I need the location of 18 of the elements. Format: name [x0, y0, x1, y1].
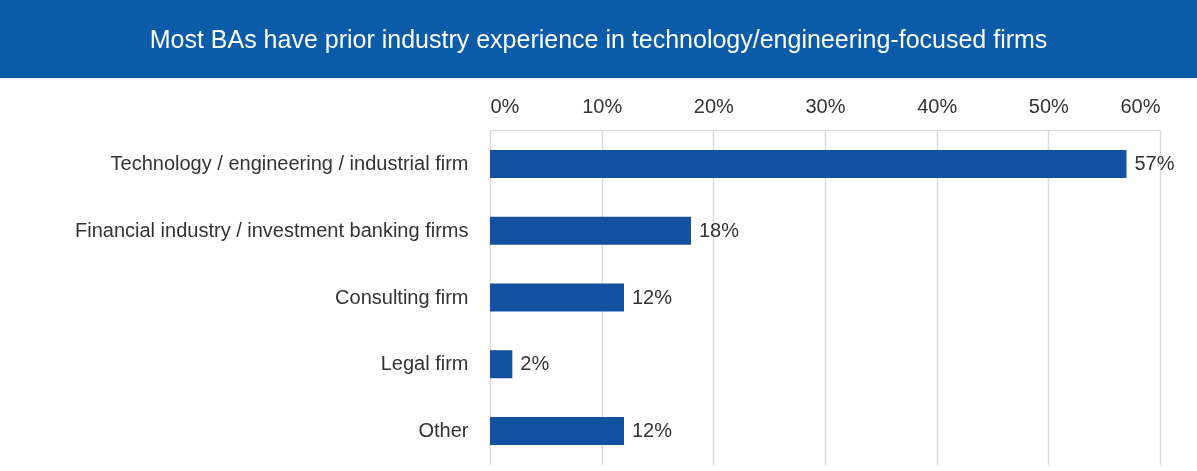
x-tick-label: 30% [805, 94, 846, 117]
data-label: 57% [1134, 152, 1175, 175]
data-label: 12% [632, 285, 673, 308]
y-tick-label: Consulting firm [335, 285, 469, 308]
x-tick-label: 20% [693, 94, 735, 117]
x-tick-label: 60% [1120, 94, 1161, 117]
chart-title: Most BAs have prior industry experience in technology/engineering-focused firms [149, 25, 1048, 53]
y-tick-label: Other [418, 418, 469, 441]
data-label: 12% [632, 418, 673, 441]
y-tick-label: Legal firm [380, 352, 469, 375]
x-tick-label: 40% [917, 94, 958, 117]
data-label: 18% [699, 218, 740, 241]
data-label: 2% [520, 352, 550, 375]
x-tick-label: 10% [582, 94, 623, 117]
x-tick-label: 50% [1028, 94, 1070, 117]
x-tick-label: 0% [490, 94, 520, 117]
y-tick-label: Financial industry / investment banking firms [75, 218, 469, 241]
y-tick-label: Technology / engineering / industrial firm [110, 152, 469, 175]
